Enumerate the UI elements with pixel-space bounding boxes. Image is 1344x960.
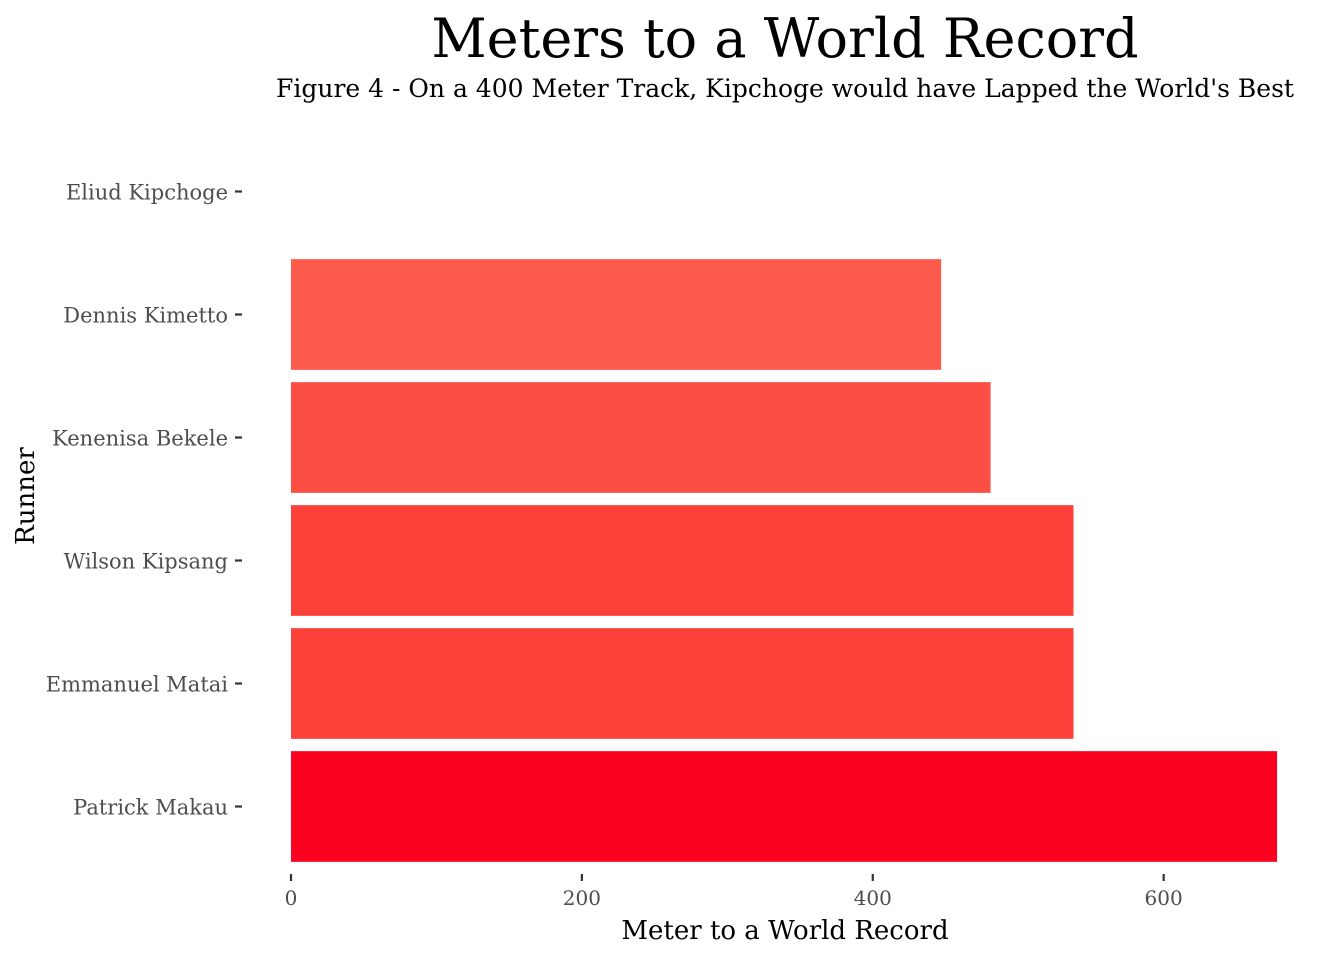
x-tick-label-2: 400 [854, 886, 892, 910]
chart-subtitle: Figure 4 - On a 400 Meter Track, Kipchog… [276, 74, 1294, 103]
bar-2 [291, 382, 991, 493]
bar-4 [291, 628, 1074, 739]
y-tick-label-1: Dennis Kimetto [63, 304, 228, 328]
bar-3 [291, 505, 1074, 616]
x-tick-label-1: 200 [563, 886, 601, 910]
y-tick-label-5: Patrick Makau [73, 796, 228, 820]
y-tick-label-0: Eliud Kipchoge [66, 181, 228, 205]
bar-1 [291, 259, 942, 370]
y-tick-label-2: Kenenisa Bekele [52, 427, 228, 451]
x-axis: 0 200 400 600 [285, 874, 1183, 910]
x-tick-label-0: 0 [285, 886, 298, 910]
y-tick-label-4: Emmanuel Matai [46, 673, 229, 697]
chart-title: Meters to a World Record [431, 7, 1138, 70]
y-axis-title: Runner [11, 447, 41, 545]
x-axis-title: Meter to a World Record [621, 916, 948, 946]
y-tick-label-3: Wilson Kipsang [64, 550, 228, 574]
x-tick-label-3: 600 [1145, 886, 1183, 910]
bar-5 [291, 751, 1278, 862]
bars-group [291, 259, 1278, 862]
y-axis: Eliud Kipchoge Dennis Kimetto Kenenisa Bek… [46, 181, 242, 820]
